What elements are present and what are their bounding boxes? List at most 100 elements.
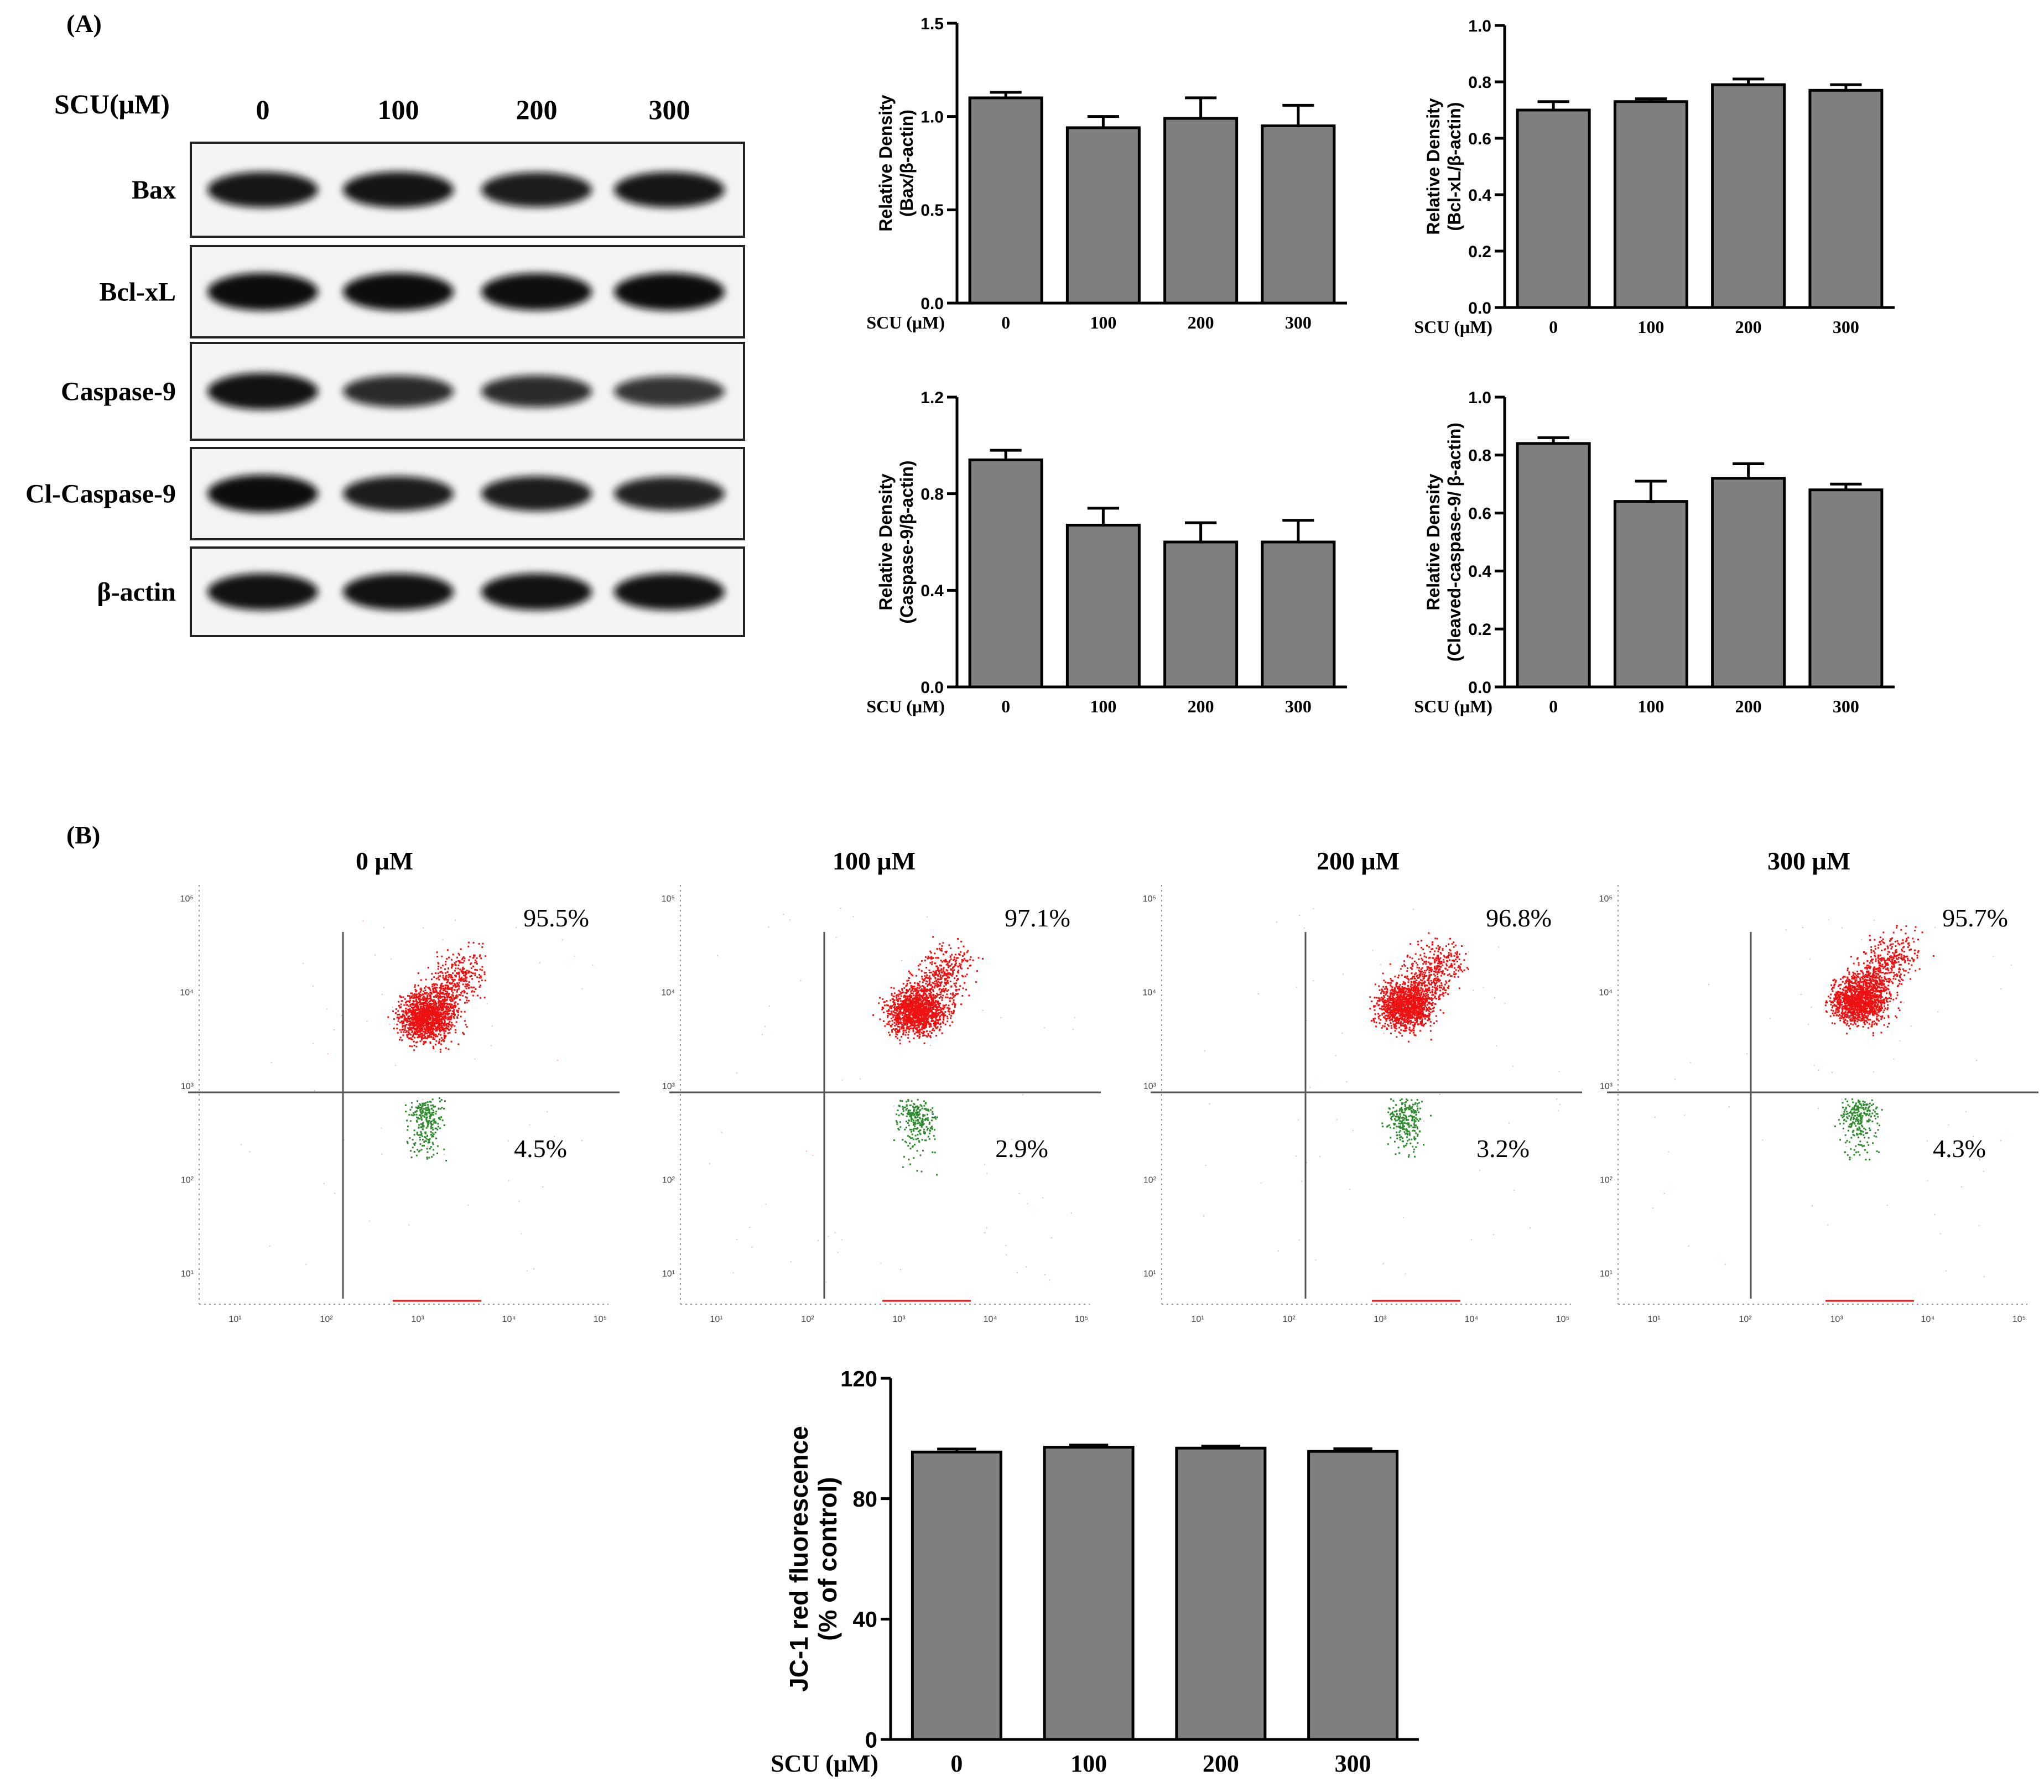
blot-row-label: β-actin: [97, 577, 176, 607]
blot-band: [481, 476, 592, 511]
flow-y-tick-label: 10⁵: [180, 894, 194, 904]
blot-band: [481, 375, 592, 408]
blot-row-label: Bcl-xL: [99, 278, 176, 307]
x-axis-title: SCU (μM): [771, 1750, 878, 1777]
flow-upper-percent: 97.1%: [1005, 904, 1070, 932]
bar: [968, 96, 1043, 305]
bar-chart: 0 100 200 300 0.0 0.2 0.4 0.6 0.8 1.0 SCU (μM) Rela…: [1414, 389, 1895, 716]
y-tick-label: 0.0: [1468, 679, 1491, 697]
flow-x-tick-label: 10⁵: [2012, 1315, 2026, 1324]
y-tick-label: 0.4: [1468, 186, 1491, 205]
flow-dots-lower: [404, 1097, 448, 1161]
flow-plot: 100 μM 10⁵ 10⁴ 10³ 10² 10¹ 10¹ 10² 10³ 10⁴ 10⁵ 97.1…: [661, 847, 1101, 1324]
bar: [1711, 477, 1786, 689]
x-tick-label: 100: [1090, 312, 1116, 332]
x-tick-label: 100: [1637, 317, 1664, 337]
x-tick-label: 300: [1335, 1750, 1371, 1777]
blot-row: Bax: [132, 142, 745, 238]
flow-y-tick-label: 10²: [1600, 1176, 1613, 1185]
flow-x-tick-label: 10⁵: [1556, 1315, 1569, 1324]
bar: [1261, 540, 1336, 689]
y-tick-label: 0.0: [920, 679, 944, 697]
x-tick-label: 300: [1285, 696, 1312, 716]
flow-lower-percent: 3.2%: [1476, 1134, 1530, 1163]
flow-x-tick-label: 10³: [892, 1315, 906, 1324]
flow-y-tick-label: 10¹: [1143, 1269, 1156, 1279]
flow-title: 100 μM: [833, 847, 916, 875]
flow-dots-upper: [387, 941, 486, 1053]
flow-x-tick-label: 10²: [1282, 1315, 1296, 1324]
y-tick-label: 0.4: [1468, 562, 1491, 581]
blot-band: [207, 475, 318, 513]
bar-charts: 0 100 200 300 0.0 0.5 1.0 1.5 SCU (μM) Relative D…: [771, 15, 1895, 1777]
x-tick-label: 0: [1001, 312, 1010, 332]
y-tick-label: 0.5: [920, 201, 944, 220]
flow-y-tick-label: 10²: [181, 1176, 194, 1185]
blot-band: [343, 273, 454, 311]
blot-band: [614, 376, 725, 407]
flow-dots-scatter: [1203, 908, 1561, 1275]
bar: [1043, 1446, 1135, 1741]
bar-chart: 0 100 200 300 0.0 0.2 0.4 0.6 0.8 1.0 SCU (μM) Rela…: [1414, 17, 1895, 337]
flow-x-tick-label: 10²: [320, 1315, 333, 1324]
x-tick-label: 200: [1188, 312, 1214, 332]
x-axis-title: SCU (μM): [866, 696, 945, 716]
flow-y-tick-label: 10¹: [181, 1269, 194, 1279]
flow-x-tick-label: 10¹: [1191, 1315, 1204, 1324]
flow-plot: 200 μM 10⁵ 10⁴ 10³ 10² 10¹ 10¹ 10² 10³ 10⁴ 10⁵ 96.8…: [1142, 847, 1582, 1324]
x-axis-title: SCU (μM): [866, 312, 945, 332]
flow-y-tick-label: 10⁴: [1142, 988, 1156, 998]
flow-y-tick-label: 10⁴: [180, 988, 194, 998]
y-tick-label: 0.6: [1468, 130, 1491, 148]
bar-chart: 0 100 200 300 0 40 80 120 SCU (μM) JC-1 red fluor…: [771, 1367, 1419, 1777]
flow-upper-percent: 96.8%: [1486, 904, 1552, 932]
y-tick-label: 0.2: [1468, 621, 1491, 639]
flow-dots-lower: [1834, 1098, 1883, 1161]
flow-x-tick-label: 10⁵: [1075, 1315, 1088, 1324]
blot-band: [343, 375, 454, 408]
y-axis-title: Relative Density: [876, 95, 896, 231]
blot-row: Cl-Caspase-9: [25, 447, 745, 540]
flow-x-tick-label: 10⁴: [1465, 1315, 1479, 1324]
blot-row-label: Bax: [132, 175, 176, 205]
blot-treatment-label: SCU(μM): [54, 88, 170, 119]
y-tick-label: 0.4: [920, 582, 944, 600]
bar: [1163, 540, 1239, 689]
flow-cytometry-panels: 0 μM 10⁵ 10⁴ 10³ 10² 10¹ 10¹ 10² 10³ 10⁴ 10⁵ 95.5% 4…: [180, 847, 2038, 1324]
bar: [1307, 1450, 1399, 1741]
y-tick-label: 0.6: [1468, 504, 1491, 523]
y-axis-title: Relative Density: [1423, 473, 1443, 610]
y-tick-label: 1.5: [920, 15, 944, 33]
bar: [1808, 488, 1884, 689]
flow-title: 200 μM: [1317, 847, 1400, 875]
x-tick-label: 300: [1285, 312, 1312, 332]
blot-row: Bcl-xL: [99, 245, 745, 338]
y-axis-title: JC-1 red fluorescence: [784, 1426, 813, 1692]
blot-band: [343, 171, 454, 208]
blot-band: [207, 171, 318, 208]
bar: [1163, 117, 1239, 305]
bar-chart: 0 100 200 300 0.0 0.4 0.8 1.2 SCU (μM) Relative D…: [866, 389, 1347, 716]
bar: [1613, 100, 1688, 309]
blot-lane-label: 100: [378, 94, 419, 125]
blot-lane-label: 200: [516, 94, 558, 125]
flow-y-tick-label: 10⁴: [661, 988, 675, 998]
flow-y-tick-label: 10⁵: [662, 894, 675, 904]
bar-chart: 0 100 200 300 0.0 0.5 1.0 1.5 SCU (μM) Relative D…: [866, 15, 1347, 332]
flow-title: 0 μM: [356, 847, 413, 875]
western-blot: SCU(μM) 0 100 200 300 Bax Bcl-xL Caspase-9 Cl-C…: [25, 88, 745, 637]
bar: [1065, 523, 1141, 689]
flow-plot: 300 μM 10⁵ 10⁴ 10³ 10² 10¹ 10¹ 10² 10³ 10⁴ 10⁵ 95.7…: [1599, 847, 2038, 1324]
blot-band: [481, 172, 592, 207]
flow-x-tick-label: 10⁴: [984, 1315, 997, 1324]
flow-x-tick-label: 10⁴: [502, 1315, 516, 1324]
blot-row: β-actin: [97, 546, 745, 637]
y-axis-title: (Bcl-xL/β-actin): [1444, 102, 1464, 231]
blot-row-label: Caspase-9: [61, 377, 176, 407]
flow-x-tick-label: 10²: [1739, 1315, 1752, 1324]
x-tick-label: 200: [1735, 317, 1762, 337]
x-tick-label: 0: [1549, 317, 1558, 337]
flow-y-tick-label: 10⁵: [1599, 894, 1613, 904]
blot-row-label: Cl-Caspase-9: [25, 480, 176, 509]
bar: [911, 1450, 1002, 1741]
